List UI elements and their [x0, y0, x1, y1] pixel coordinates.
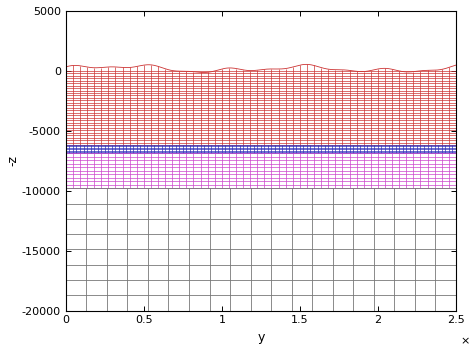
X-axis label: y: y — [257, 331, 265, 344]
Text: $\times10^4$: $\times10^4$ — [460, 332, 470, 348]
Y-axis label: -z: -z — [6, 155, 19, 166]
